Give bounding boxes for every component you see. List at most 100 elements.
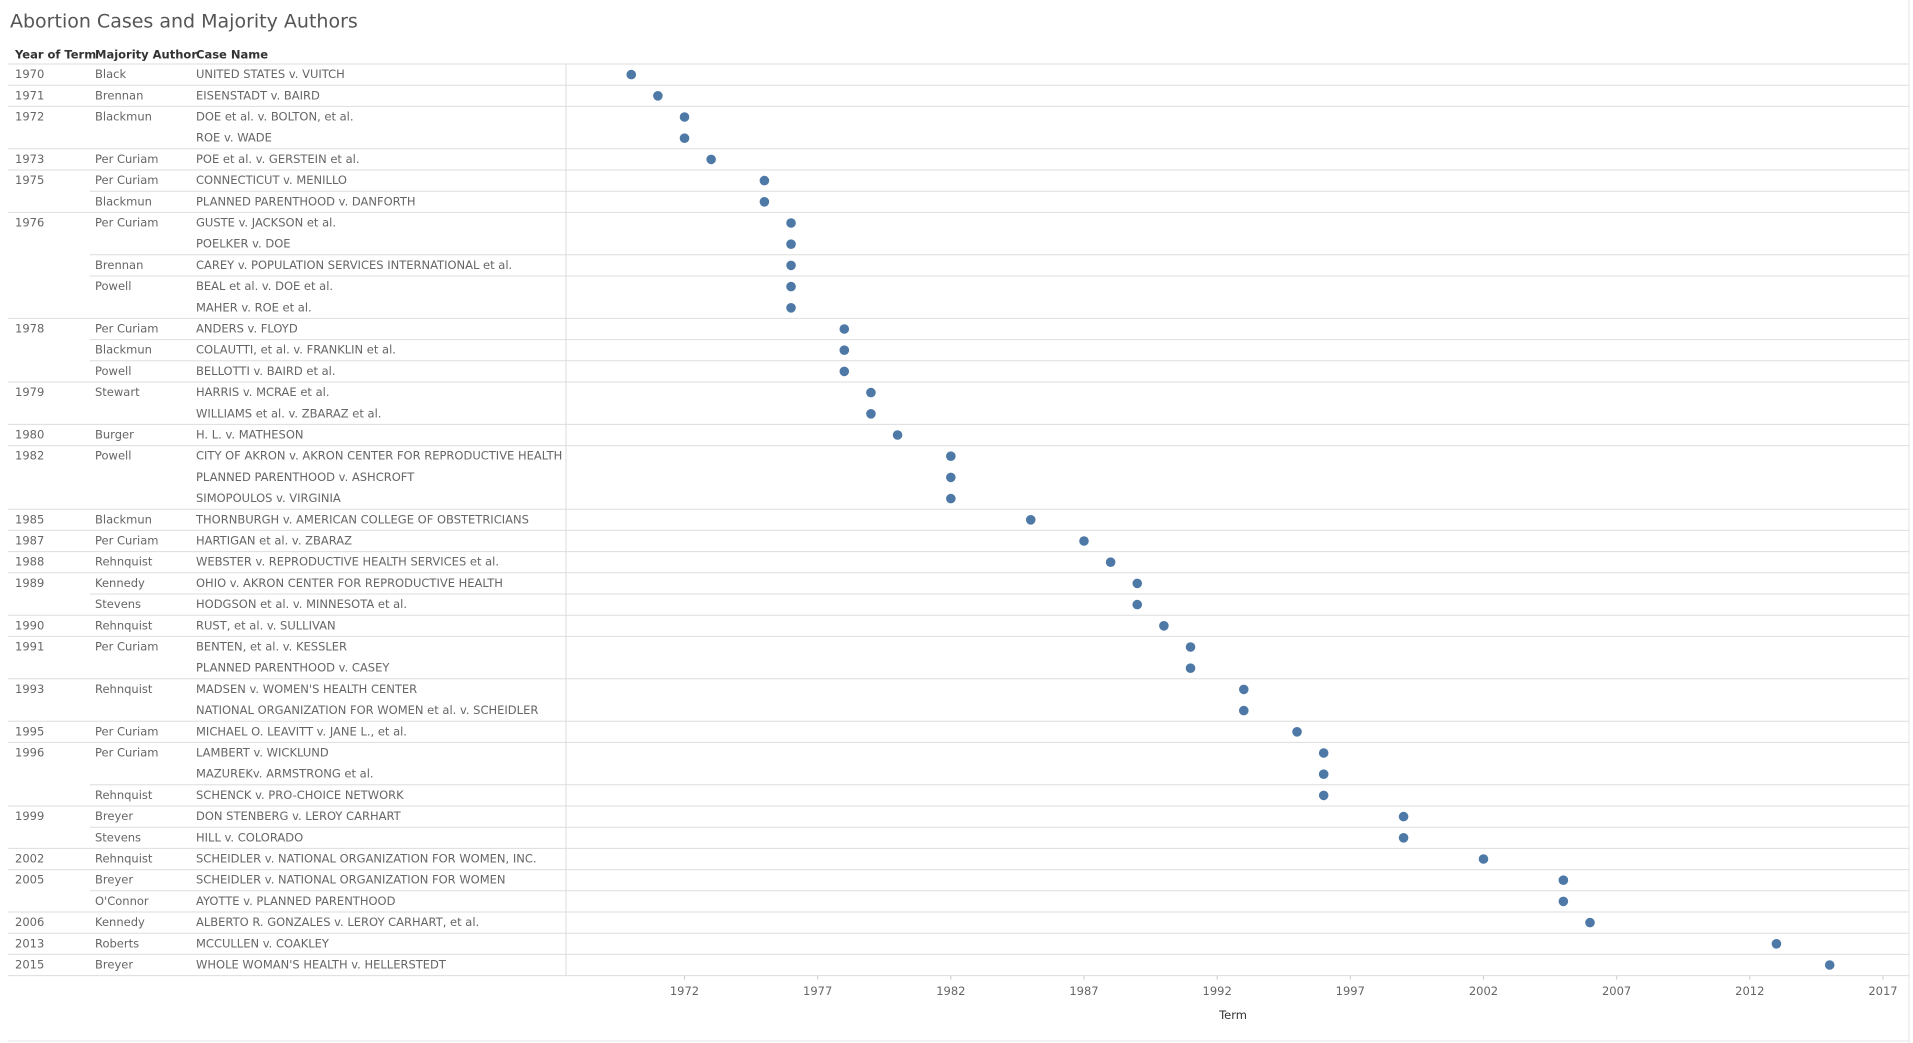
author-cell: Brennan (95, 258, 143, 272)
author-cell: Brennan (95, 88, 143, 102)
case-cell: BELLOTTI v. BAIRD et al. (196, 364, 336, 378)
year-cell: 1972 (15, 110, 44, 124)
year-cell: 1987 (15, 534, 44, 548)
author-cell: Breyer (95, 809, 133, 823)
dot (1105, 557, 1116, 567)
dot (866, 387, 876, 398)
year-cell: 2005 (15, 873, 44, 887)
case-cell: MCCULLEN v. COAKLEY (196, 936, 330, 950)
author-cell: Per Curiam (95, 640, 158, 654)
year-cell: 1999 (15, 809, 44, 823)
dot (839, 366, 850, 377)
year-cell: 1990 (15, 618, 44, 632)
year-cell: 1973 (15, 152, 44, 166)
year-cell: 1985 (15, 512, 44, 526)
dot (653, 91, 663, 101)
case-cell: NATIONAL ORGANIZATION FOR WOMEN et al. v… (196, 703, 538, 717)
dot (892, 430, 903, 440)
case-cell: LAMBERT v. WICKLUND (196, 746, 329, 760)
x-tick-label: 1992 (1203, 984, 1232, 998)
case-cell: H. L. v. MATHESON (196, 428, 304, 442)
dot (1318, 748, 1329, 758)
dot (1558, 875, 1569, 885)
author-cell: Per Curiam (95, 173, 158, 187)
case-cell: SCHEIDLER v. NATIONAL ORGANIZATION FOR W… (196, 873, 506, 887)
author-cell: Rehnquist (95, 788, 153, 802)
case-cell: ROE v. WADE (196, 131, 272, 145)
year-cell: 2006 (15, 915, 44, 929)
dot (786, 239, 796, 249)
case-cell: POE et al. v. GERSTEIN et al. (196, 152, 359, 166)
author-cell: Per Curiam (95, 534, 158, 548)
author-cell: Stewart (95, 385, 140, 399)
case-cell: WILLIAMS et al. v. ZBARAZ et al. (196, 406, 381, 420)
case-cell: BENTEN, et al. v. KESSLER (196, 640, 347, 654)
author-cell: Rehnquist (95, 682, 153, 696)
author-cell: Powell (95, 279, 131, 293)
dot (1558, 896, 1569, 907)
author-cell: Stevens (95, 830, 141, 844)
year-cell: 1989 (15, 576, 44, 590)
author-cell: Breyer (95, 958, 133, 972)
author-cell: Burger (95, 428, 134, 442)
dot (759, 175, 770, 186)
case-cell: HODGSON et al. v. MINNESOTA et al. (196, 597, 407, 611)
dot (1318, 769, 1329, 779)
x-tick-label: 2007 (1602, 984, 1631, 998)
author-cell: Per Curiam (95, 322, 158, 336)
case-cell: WEBSTER v. REPRODUCTIVE HEALTH SERVICES … (196, 555, 499, 569)
case-cell: HARRIS v. MCRAE et al. (196, 385, 329, 399)
case-cell: DON STENBERG v. LEROY CARHART (196, 809, 402, 823)
case-cell: SCHENCK v. PRO-CHOICE NETWORK (196, 788, 404, 802)
author-cell: Kennedy (95, 915, 145, 929)
x-tick-label: 2017 (1868, 984, 1897, 998)
dot (839, 345, 850, 356)
case-cell: MADSEN v. WOMEN'S HEALTH CENTER (196, 682, 417, 696)
case-cell: BEAL et al. v. DOE et al. (196, 279, 333, 293)
dot (786, 303, 796, 313)
x-axis-title: Term (1218, 1008, 1247, 1022)
author-cell: Rehnquist (95, 852, 153, 866)
author-cell: Per Curiam (95, 152, 158, 166)
case-cell: COLAUTTI, et al. v. FRANKLIN et al. (196, 343, 396, 357)
x-tick-label: 1977 (803, 984, 832, 998)
author-cell: Blackmun (95, 343, 152, 357)
dot (1185, 663, 1196, 673)
case-cell: PLANNED PARENTHOOD v. DANFORTH (196, 194, 416, 208)
dot (1238, 684, 1249, 695)
year-cell: 1980 (15, 428, 44, 442)
dot (1398, 811, 1409, 822)
year-cell: 1979 (15, 385, 44, 399)
dot (786, 218, 796, 228)
dot (946, 493, 956, 504)
dot (1824, 960, 1835, 970)
author-cell: Rehnquist (95, 618, 153, 632)
dot (1398, 833, 1409, 843)
year-cell: 1982 (15, 449, 44, 463)
dot (866, 409, 876, 419)
dot (1159, 621, 1169, 631)
column-header: Year of Term (14, 48, 96, 62)
dot (759, 197, 770, 207)
dot (786, 281, 796, 292)
dot (786, 260, 796, 271)
author-cell: Per Curiam (95, 724, 158, 738)
author-cell: Breyer (95, 873, 133, 887)
case-cell: ALBERTO R. GONZALES v. LEROY CARHART, et… (196, 915, 479, 929)
dot (626, 69, 637, 80)
case-cell: ANDERS v. FLOYD (196, 322, 298, 336)
dot (1025, 515, 1036, 525)
year-cell: 1988 (15, 555, 44, 569)
case-cell: GUSTE v. JACKSON et al. (196, 216, 336, 230)
dot (679, 112, 690, 122)
case-cell: THORNBURGH v. AMERICAN COLLEGE OF OBSTET… (195, 512, 529, 526)
author-cell: Black (95, 67, 126, 81)
case-cell: RUST, et al. v. SULLIVAN (196, 618, 336, 632)
case-cell: SCHEIDLER v. NATIONAL ORGANIZATION FOR W… (196, 852, 537, 866)
x-tick-label: 1987 (1069, 984, 1098, 998)
case-cell: MICHAEL O. LEAVITT v. JANE L., et al. (196, 724, 407, 738)
dot (1079, 536, 1089, 546)
author-cell: Stevens (95, 597, 141, 611)
year-cell: 1971 (15, 88, 44, 102)
case-cell: EISENSTADT v. BAIRD (196, 88, 320, 102)
